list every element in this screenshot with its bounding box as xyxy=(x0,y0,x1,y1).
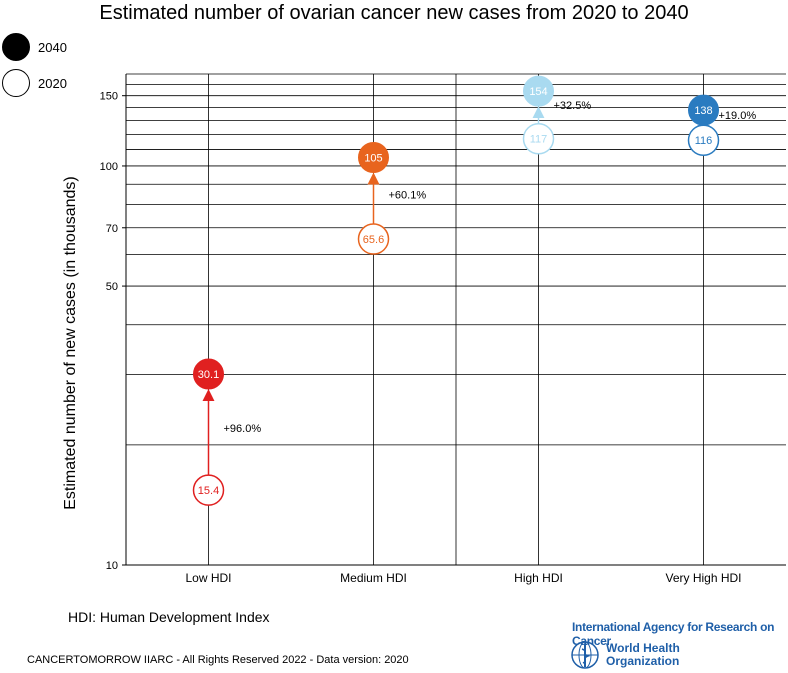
data-label-2040: 30.1 xyxy=(198,369,219,381)
data-label-2020: 65.6 xyxy=(363,234,384,246)
point-2020 xyxy=(357,223,390,255)
point-2040 xyxy=(193,358,224,390)
y-axis-label: Estimated number of new cases (in thousa… xyxy=(62,176,79,510)
y-tick-label: 10 xyxy=(106,560,118,572)
grid-lines xyxy=(126,74,786,565)
x-tick-label: Medium HDI xyxy=(340,571,407,585)
who-name-line1: World Health xyxy=(606,641,680,655)
point-2020 xyxy=(192,474,225,506)
axes: 10 50 70 100 150 Low HDI Medium HDI High HDI Ver… xyxy=(100,73,786,585)
change-label: +19.0% xyxy=(719,110,757,122)
data-marks: 15.4 30.1 +96.0% 65.6 105 +60.1% 117 154 +32.5% 1… xyxy=(192,75,757,506)
data-label-2040: 154 xyxy=(529,86,547,98)
legend-swatch-2020 xyxy=(2,69,30,97)
legend-item-2020: 2020 xyxy=(2,69,67,97)
who-emblem-icon xyxy=(571,641,599,669)
point-2040 xyxy=(358,142,389,174)
footnote: HDI: Human Development Index xyxy=(68,609,270,625)
change-label: +60.1% xyxy=(389,189,427,201)
point-2040 xyxy=(688,94,719,126)
chart-title: Estimated number of ovarian cancer new c… xyxy=(99,2,689,24)
x-tick-label: High HDI xyxy=(514,571,563,585)
x-tick-label: Very High HDI xyxy=(665,571,741,585)
y-tick-label: 150 xyxy=(100,91,118,103)
data-label-2040: 105 xyxy=(364,153,382,165)
legend-swatch-2040 xyxy=(2,33,30,61)
data-label-2020: 116 xyxy=(695,135,713,147)
data-label-2020: 117 xyxy=(530,134,548,146)
legend-label-2020: 2020 xyxy=(38,75,67,91)
legend-label-2040: 2040 xyxy=(38,39,67,55)
who-logo: World Health Organization xyxy=(570,640,680,670)
change-label: +32.5% xyxy=(554,100,592,112)
copyright-text: CANCERTOMORROW IIARC - All Rights Reserv… xyxy=(27,654,409,666)
x-tick-label: Low HDI xyxy=(185,571,231,585)
data-label-2040: 138 xyxy=(694,105,712,117)
data-label-2020: 15.4 xyxy=(198,485,219,497)
y-tick-label: 70 xyxy=(106,223,118,235)
who-name-line2: Organization xyxy=(606,654,680,668)
y-tick-label: 50 xyxy=(106,281,118,293)
point-2040 xyxy=(523,75,554,107)
point-2020 xyxy=(522,122,555,155)
change-label: +96.0% xyxy=(224,423,262,435)
legend-item-2040: 2040 xyxy=(2,33,67,61)
y-tick-label: 100 xyxy=(100,161,118,173)
